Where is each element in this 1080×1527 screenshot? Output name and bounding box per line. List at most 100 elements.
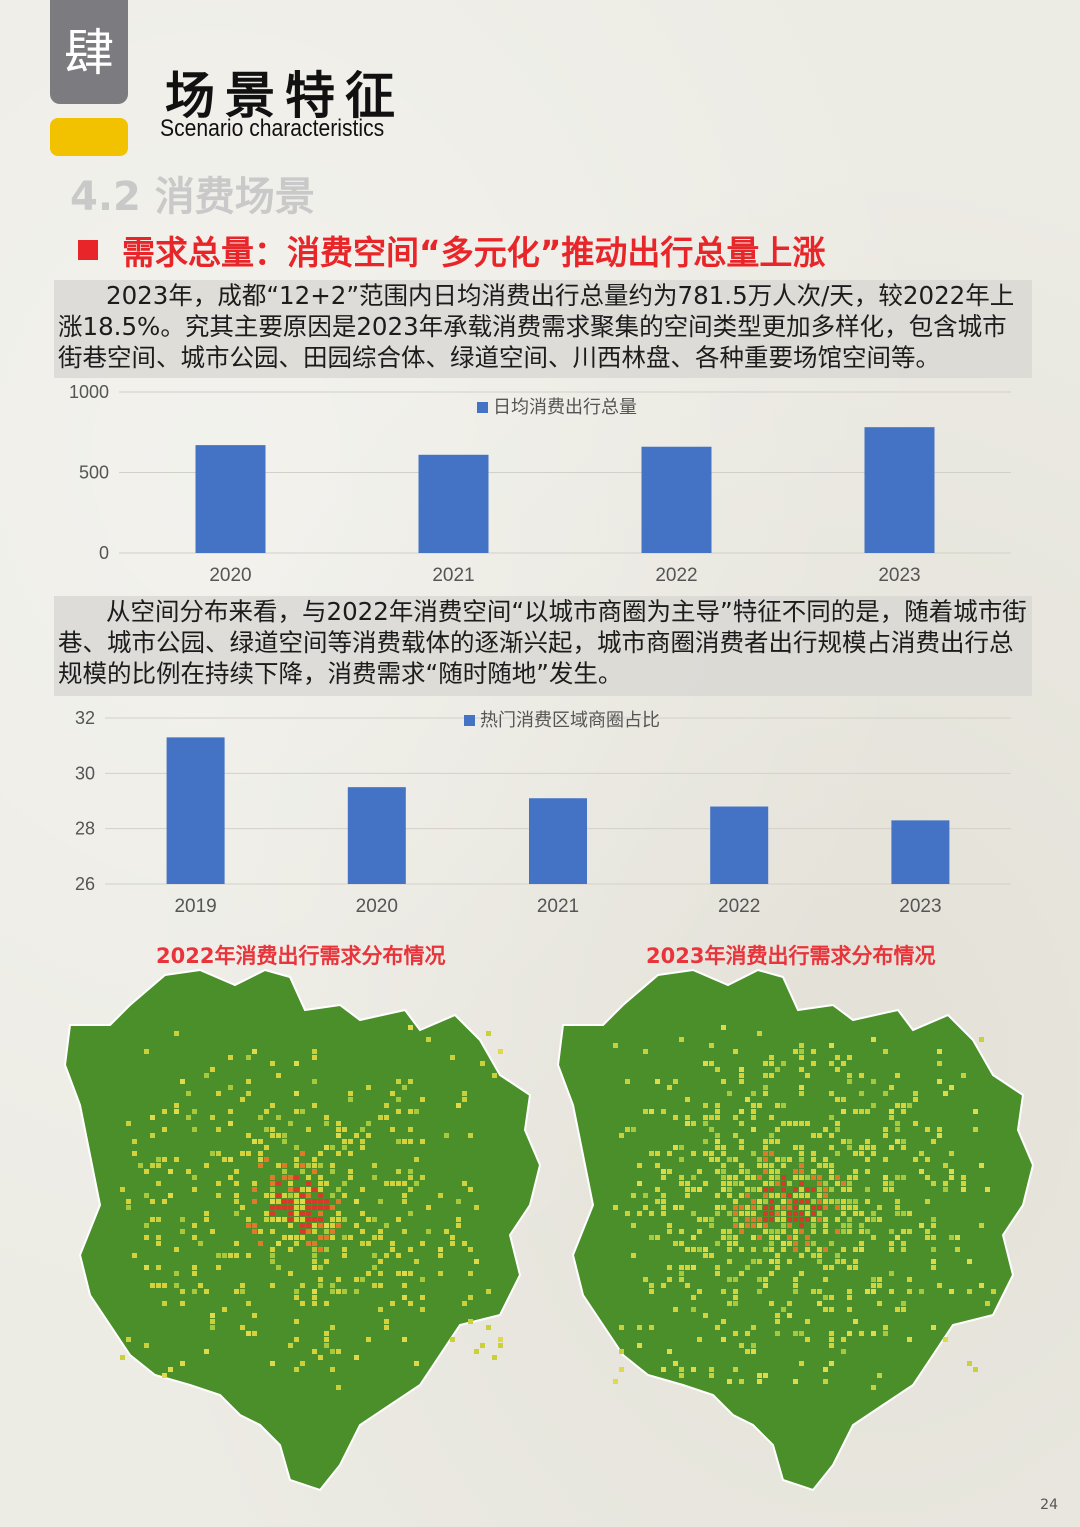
demand-cell [703, 1115, 708, 1120]
demand-cell [312, 1229, 317, 1234]
demand-cell [234, 1169, 239, 1174]
demand-cell [727, 1235, 732, 1240]
demand-cell [895, 1127, 900, 1132]
demand-cell [300, 1169, 305, 1174]
demand-cell [787, 1313, 792, 1318]
demand-cell [703, 1313, 708, 1318]
demand-cell [402, 1199, 407, 1204]
demand-cell [757, 1289, 762, 1294]
demand-cell [715, 1193, 720, 1198]
demand-cell [829, 1265, 834, 1270]
demand-cell [360, 1127, 365, 1132]
demand-cell [883, 1331, 888, 1336]
demand-cell [691, 1121, 696, 1126]
demand-cell [390, 1241, 395, 1246]
demand-cell [787, 1211, 792, 1216]
demand-cell [450, 1055, 455, 1060]
demand-cell [144, 1343, 149, 1348]
demand-cell [270, 1283, 275, 1288]
demand-cell [324, 1337, 329, 1342]
demand-cell [685, 1097, 690, 1102]
demand-cell [835, 1259, 840, 1264]
demand-cell [156, 1157, 161, 1162]
demand-cell [204, 1349, 209, 1354]
demand-cell [709, 1223, 714, 1228]
demand-cell [414, 1361, 419, 1366]
demand-cell [643, 1277, 648, 1282]
demand-cell [763, 1283, 768, 1288]
demand-cell [715, 1115, 720, 1120]
demand-cell [426, 1229, 431, 1234]
demand-cell [979, 1283, 984, 1288]
demand-cell [961, 1175, 966, 1180]
demand-cell [841, 1199, 846, 1204]
demand-cell [829, 1169, 834, 1174]
demand-cell [288, 1175, 293, 1180]
demand-cell [733, 1205, 738, 1210]
demand-cell [799, 1193, 804, 1198]
demand-cell [883, 1175, 888, 1180]
demand-cell [282, 1205, 287, 1210]
demand-cell [757, 1175, 762, 1180]
demand-cell [679, 1037, 684, 1042]
demand-cell [751, 1205, 756, 1210]
demand-cell [204, 1217, 209, 1222]
demand-cell [408, 1301, 413, 1306]
demand-cell [745, 1193, 750, 1198]
demand-cell [835, 1067, 840, 1072]
demand-cell [384, 1103, 389, 1108]
demand-cell [793, 1241, 798, 1246]
demand-cell [156, 1283, 161, 1288]
demand-cell [793, 1175, 798, 1180]
demand-cell [793, 1211, 798, 1216]
demand-cell [793, 1145, 798, 1150]
demand-cell [733, 1199, 738, 1204]
demand-cell [246, 1091, 251, 1096]
demand-cell [835, 1127, 840, 1132]
demand-cell [168, 1367, 173, 1372]
demand-cell [697, 1187, 702, 1192]
demand-cell [234, 1193, 239, 1198]
demand-cell [817, 1217, 822, 1222]
demand-cell [811, 1187, 816, 1192]
demand-cell [498, 1337, 503, 1342]
demand-cell [288, 1181, 293, 1186]
demand-cell [889, 1115, 894, 1120]
demand-cell [300, 1283, 305, 1288]
demand-cell [685, 1283, 690, 1288]
demand-cell [787, 1181, 792, 1186]
demand-cell [162, 1283, 167, 1288]
demand-cell [156, 1265, 161, 1270]
demand-cell [294, 1367, 299, 1372]
demand-cell [318, 1205, 323, 1210]
demand-cell [378, 1115, 383, 1120]
demand-cell [739, 1211, 744, 1216]
demand-cell [985, 1187, 990, 1192]
demand-cell [120, 1187, 125, 1192]
x-tick-label: 2022 [718, 896, 760, 917]
demand-cell [763, 1061, 768, 1066]
demand-cell [751, 1091, 756, 1096]
demand-cell [318, 1211, 323, 1216]
demand-cell [258, 1151, 263, 1156]
demand-cell [817, 1205, 822, 1210]
demand-cell [372, 1163, 377, 1168]
demand-cell [216, 1127, 221, 1132]
demand-cell [312, 1187, 317, 1192]
demand-cell [901, 1247, 906, 1252]
demand-cell [847, 1145, 852, 1150]
demand-cell [799, 1211, 804, 1216]
demand-cell [739, 1169, 744, 1174]
demand-cell [282, 1193, 287, 1198]
demand-cell [715, 1325, 720, 1330]
demand-cell [270, 1247, 275, 1252]
demand-cell [919, 1223, 924, 1228]
demand-cell [246, 1217, 251, 1222]
demand-cell [156, 1181, 161, 1186]
demand-cell [799, 1205, 804, 1210]
demand-cell [288, 1211, 293, 1216]
demand-cell [234, 1181, 239, 1186]
demand-cell [829, 1043, 834, 1048]
demand-cell [444, 1229, 449, 1234]
demand-cell [294, 1145, 299, 1150]
